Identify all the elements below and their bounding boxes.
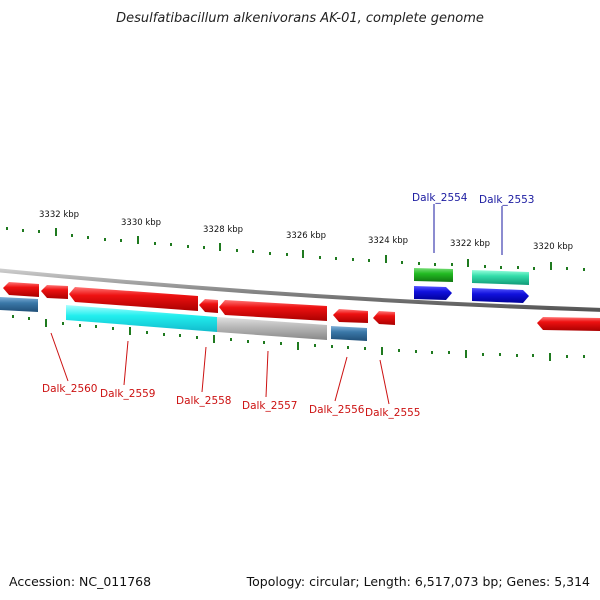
scale-label-3332: 3332 kbp	[39, 210, 79, 220]
gene-red-6[interactable]	[333, 309, 368, 323]
gene-red-3[interactable]	[69, 287, 198, 311]
gene-dalk-2556-steel[interactable]	[331, 326, 367, 341]
gene-red-7[interactable]	[373, 311, 395, 325]
map-title: Desulfatibacillum alkenivorans AK-01, co…	[116, 11, 484, 26]
gene-dalk-2553-blue[interactable]	[472, 288, 529, 303]
genome-summary-text: Topology: circular; Length: 6,517,073 bp…	[246, 574, 590, 589]
gene-label-texts-bottom: Dalk_2560 Dalk_2559 Dalk_2558 Dalk_2557 …	[42, 383, 421, 419]
leader-dalk-2559	[123, 340, 129, 386]
genome-backbone	[0, 268, 600, 312]
gene-dalk-2558-gray[interactable]	[217, 317, 327, 340]
scale-label-3326: 3326 kbp	[286, 231, 326, 241]
scale-label-3328: 3328 kbp	[203, 225, 243, 235]
gene-dalk-2559-cyan[interactable]	[66, 305, 217, 332]
plus-strand-genes	[414, 268, 529, 303]
accession-text: Accession: NC_011768	[9, 574, 151, 589]
leader-dalk-2555	[379, 359, 390, 405]
scale-label-3322: 3322 kbp	[450, 239, 490, 249]
gene-dalk-2553-teal[interactable]	[472, 270, 529, 285]
leader-dalk-2560	[50, 332, 69, 382]
gene-red-4[interactable]	[199, 299, 218, 313]
gene-label-dalk-2555[interactable]: Dalk_2555	[365, 407, 421, 419]
scale-label-3324: 3324 kbp	[368, 236, 408, 246]
leader-dalk-2558	[201, 346, 207, 393]
gene-label-dalk-2556[interactable]: Dalk_2556	[309, 404, 365, 416]
scale-label-3330: 3330 kbp	[121, 218, 161, 228]
gene-label-dalk-2557[interactable]: Dalk_2557	[242, 400, 298, 412]
gene-label-dalk-2560[interactable]: Dalk_2560	[42, 383, 98, 395]
gene-label-dalk-2553[interactable]: Dalk_2553	[479, 194, 535, 206]
gene-dalk-2554-blue[interactable]	[414, 286, 452, 300]
gene-red-2[interactable]	[41, 285, 68, 299]
gene-red-1[interactable]	[3, 282, 39, 297]
minus-strand-genes	[0, 282, 600, 341]
gene-label-dalk-2554[interactable]: Dalk_2554	[412, 192, 468, 204]
gene-labels-top: Dalk_2554 Dalk_2553	[412, 192, 535, 255]
upper-scale-ticks	[6, 227, 585, 271]
leader-dalk-2556	[334, 356, 348, 402]
leader-dalk-2557	[265, 350, 269, 398]
scale-labels: 3332 kbp 3330 kbp 3328 kbp 3326 kbp 3324…	[39, 210, 573, 252]
gene-labels-bottom	[50, 332, 390, 405]
gene-steel-left[interactable]	[0, 297, 38, 312]
gene-dalk-2554-green[interactable]	[414, 268, 453, 282]
lower-scale-ticks	[12, 315, 585, 361]
gene-red-5[interactable]	[219, 300, 327, 321]
gene-label-dalk-2558[interactable]: Dalk_2558	[176, 395, 232, 407]
gene-red-8[interactable]	[537, 317, 600, 331]
scale-label-3320: 3320 kbp	[533, 242, 573, 252]
gene-label-dalk-2559[interactable]: Dalk_2559	[100, 388, 156, 400]
